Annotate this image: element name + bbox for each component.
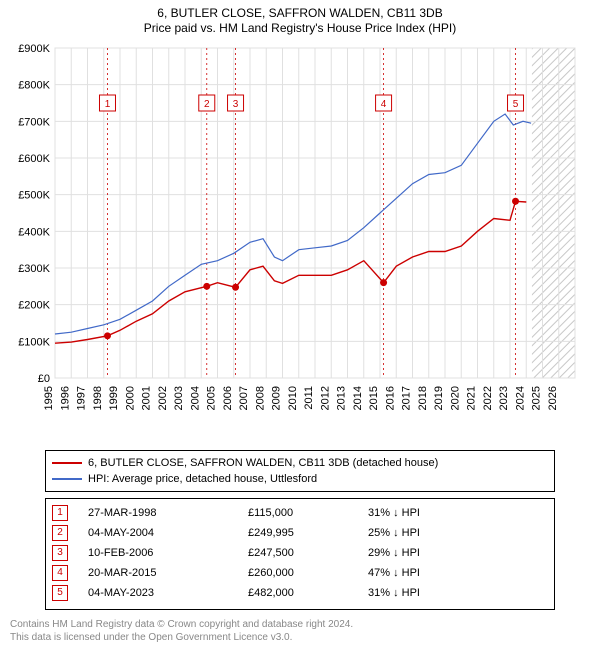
svg-text:2001: 2001 (141, 386, 153, 410)
sale-date: 10-FEB-2006 (88, 547, 248, 559)
footer-text: Contains HM Land Registry data © Crown c… (10, 618, 353, 644)
svg-text:1995: 1995 (43, 386, 55, 410)
sale-date: 20-MAR-2015 (88, 567, 248, 579)
svg-text:2016: 2016 (384, 386, 396, 410)
footer-copyright: Contains HM Land Registry data © Crown c… (10, 618, 353, 631)
svg-text:£600K: £600K (18, 153, 50, 165)
svg-text:£400K: £400K (18, 226, 50, 238)
marker-number: 5 (52, 585, 68, 601)
svg-text:2010: 2010 (287, 386, 299, 410)
legend-label: 6, BUTLER CLOSE, SAFFRON WALDEN, CB11 3D… (88, 455, 438, 471)
svg-text:£200K: £200K (18, 300, 50, 312)
svg-text:2002: 2002 (157, 386, 169, 410)
svg-text:3: 3 (233, 99, 239, 110)
marker-number: 4 (52, 565, 68, 581)
svg-text:2018: 2018 (417, 386, 429, 410)
footer-licence: This data is licensed under the Open Gov… (10, 631, 353, 644)
svg-text:2008: 2008 (254, 386, 266, 410)
svg-text:2011: 2011 (303, 386, 315, 410)
chart-svg: £0 £100K £200K £300K £400K £500K £600K £700K £80… (10, 44, 590, 434)
sale-price: £249,995 (248, 527, 368, 539)
svg-text:£100K: £100K (18, 336, 50, 348)
sale-date: 04-MAY-2023 (88, 587, 248, 599)
sale-delta: 31% ↓ HPI (368, 587, 548, 599)
chart-area: £0 £100K £200K £300K £400K £500K £600K £700K £80… (10, 44, 590, 434)
sale-delta: 31% ↓ HPI (368, 507, 548, 519)
sale-price: £115,000 (248, 507, 368, 519)
sale-price: £260,000 (248, 567, 368, 579)
svg-text:£800K: £800K (18, 80, 50, 92)
svg-text:2013: 2013 (336, 386, 348, 410)
table-row: 4 20-MAR-2015£260,00047% ↓ HPI (52, 563, 548, 583)
svg-text:£500K: £500K (18, 190, 50, 202)
marker-number: 2 (52, 525, 68, 541)
table-row: 3 10-FEB-2006£247,50029% ↓ HPI (52, 543, 548, 563)
svg-text:1997: 1997 (76, 386, 88, 410)
chart-title-subtitle: Price paid vs. HM Land Registry's House … (0, 21, 600, 35)
svg-text:2017: 2017 (401, 386, 413, 410)
svg-text:2007: 2007 (238, 386, 250, 410)
table-row: 5 04-MAY-2023£482,00031% ↓ HPI (52, 583, 548, 603)
legend-swatch (52, 462, 82, 464)
legend: 6, BUTLER CLOSE, SAFFRON WALDEN, CB11 3D… (45, 450, 555, 492)
svg-text:5: 5 (513, 99, 519, 110)
svg-text:2005: 2005 (206, 386, 218, 410)
svg-text:1: 1 (105, 99, 111, 110)
legend-item: HPI: Average price, detached house, Uttl… (52, 471, 548, 487)
svg-text:£300K: £300K (18, 263, 50, 275)
sales-table: 127-MAR-1998£115,00031% ↓ HPI204-MAY-200… (45, 498, 555, 610)
legend-swatch (52, 478, 82, 480)
svg-text:2014: 2014 (352, 386, 364, 410)
svg-text:2025: 2025 (531, 386, 543, 410)
svg-text:2026: 2026 (547, 386, 559, 410)
svg-text:2020: 2020 (449, 386, 461, 410)
price-chart-container: { "title_line1": "6, BUTLER CLOSE, SAFFR… (0, 0, 600, 650)
table-row: 2 04-MAY-2004£249,99525% ↓ HPI (52, 523, 548, 543)
svg-text:2004: 2004 (189, 386, 201, 410)
sale-delta: 47% ↓ HPI (368, 567, 548, 579)
sale-delta: 25% ↓ HPI (368, 527, 548, 539)
table-row: 1 27-MAR-1998£115,00031% ↓ HPI (52, 503, 548, 523)
chart-title-address: 6, BUTLER CLOSE, SAFFRON WALDEN, CB11 3D… (0, 6, 600, 20)
legend-item: 6, BUTLER CLOSE, SAFFRON WALDEN, CB11 3D… (52, 455, 548, 471)
marker-number: 3 (52, 545, 68, 561)
svg-text:2023: 2023 (498, 386, 510, 410)
sale-delta: 29% ↓ HPI (368, 547, 548, 559)
svg-text:2012: 2012 (319, 386, 331, 410)
svg-text:2: 2 (204, 99, 210, 110)
marker-number: 1 (52, 505, 68, 521)
svg-text:1998: 1998 (92, 386, 104, 410)
sale-date: 04-MAY-2004 (88, 527, 248, 539)
svg-text:£700K: £700K (18, 116, 50, 128)
svg-text:1999: 1999 (108, 386, 120, 410)
svg-text:1996: 1996 (59, 386, 71, 410)
svg-text:2000: 2000 (124, 386, 136, 410)
svg-text:£900K: £900K (18, 44, 50, 55)
sale-price: £482,000 (248, 587, 368, 599)
svg-text:4: 4 (381, 99, 387, 110)
svg-text:£0: £0 (38, 373, 50, 385)
sale-date: 27-MAR-1998 (88, 507, 248, 519)
chart-titles: 6, BUTLER CLOSE, SAFFRON WALDEN, CB11 3D… (0, 0, 600, 35)
svg-text:2006: 2006 (222, 386, 234, 410)
svg-text:2003: 2003 (173, 386, 185, 410)
svg-text:2024: 2024 (514, 386, 526, 410)
legend-label: HPI: Average price, detached house, Uttl… (88, 471, 317, 487)
svg-text:2021: 2021 (466, 386, 478, 410)
svg-text:2019: 2019 (433, 386, 445, 410)
svg-text:2022: 2022 (482, 386, 494, 410)
sale-price: £247,500 (248, 547, 368, 559)
svg-text:2015: 2015 (368, 386, 380, 410)
svg-text:2009: 2009 (271, 386, 283, 410)
